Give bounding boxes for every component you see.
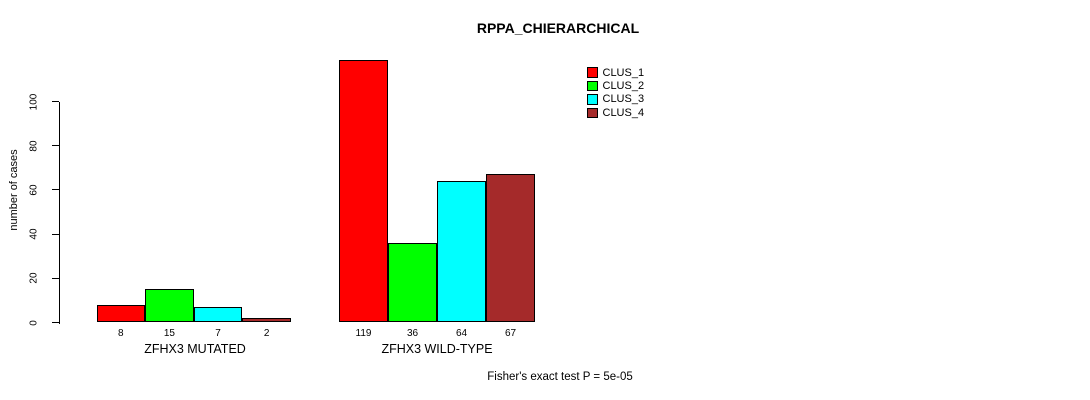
bar-value-label: 36 — [406, 328, 419, 339]
y-axis-tick-label: 40 — [28, 228, 39, 240]
legend-swatch-clus-4 — [587, 107, 598, 119]
legend-swatch-clus-2 — [587, 80, 598, 92]
fisher-test-annotation: Fisher's exact test P = 5e-05 — [487, 371, 633, 383]
legend-item-clus-2: CLUS_2 — [587, 79, 644, 92]
bar-clus-3-zfhx3-wild-type — [437, 181, 486, 323]
legend-item-clus-1: CLUS_1 — [587, 66, 644, 79]
legend-swatch-clus-1 — [587, 67, 598, 78]
y-axis-tick-label: 80 — [28, 140, 39, 152]
legend-label: CLUS_3 — [602, 93, 645, 106]
y-axis-tick-label: 100 — [28, 93, 39, 110]
y-axis-label: number of cases — [8, 149, 20, 231]
y-axis-tick — [51, 101, 59, 102]
legend-label: CLUS_2 — [602, 80, 645, 93]
bar-value-label: 15 — [163, 328, 175, 339]
y-axis-line — [58, 101, 60, 324]
legend-label: CLUS_1 — [602, 66, 645, 79]
bar-value-label: 7 — [215, 328, 221, 339]
legend-swatch-clus-3 — [587, 94, 598, 105]
bar-value-label: 64 — [455, 328, 468, 339]
bar-clus-1-zfhx3-mutated — [96, 304, 146, 323]
bar-value-label: 67 — [504, 328, 517, 339]
group-label-zfhx3-wild-type: ZFHX3 WILD-TYPE — [381, 342, 493, 356]
y-axis-tick-label: 0 — [28, 319, 39, 326]
bar-value-label: 2 — [263, 328, 270, 339]
bar-clus-4-zfhx3-wild-type — [486, 174, 535, 323]
group-label-zfhx3-mutated: ZFHX3 MUTATED — [144, 342, 246, 356]
chart-title: RPPA_CHIERARCHICAL — [476, 20, 640, 36]
bar-clus-4-zfhx3-mutated — [242, 318, 291, 323]
bar-clus-3-zfhx3-mutated — [193, 307, 243, 323]
legend-label: CLUS_4 — [602, 106, 645, 119]
bar-value-label: 119 — [355, 328, 372, 339]
y-axis-tick — [51, 277, 59, 279]
bar-clus-2-zfhx3-wild-type — [388, 242, 437, 323]
y-axis-tick — [51, 233, 59, 235]
legend: CLUS_1 CLUS_2 CLUS_3 CLUS_4 — [587, 66, 644, 120]
legend-item-clus-4: CLUS_4 — [587, 106, 644, 119]
bar-value-label: 8 — [118, 328, 124, 339]
legend-item-clus-3: CLUS_3 — [587, 93, 644, 106]
bar-clus-2-zfhx3-mutated — [145, 289, 194, 323]
y-axis-tick — [51, 322, 59, 323]
y-axis-tick — [51, 189, 59, 191]
y-axis-tick — [51, 145, 59, 147]
y-axis-tick-label: 20 — [28, 272, 39, 284]
bar-clus-1-zfhx3-wild-type — [339, 59, 388, 323]
y-axis-tick-label: 60 — [28, 184, 39, 196]
